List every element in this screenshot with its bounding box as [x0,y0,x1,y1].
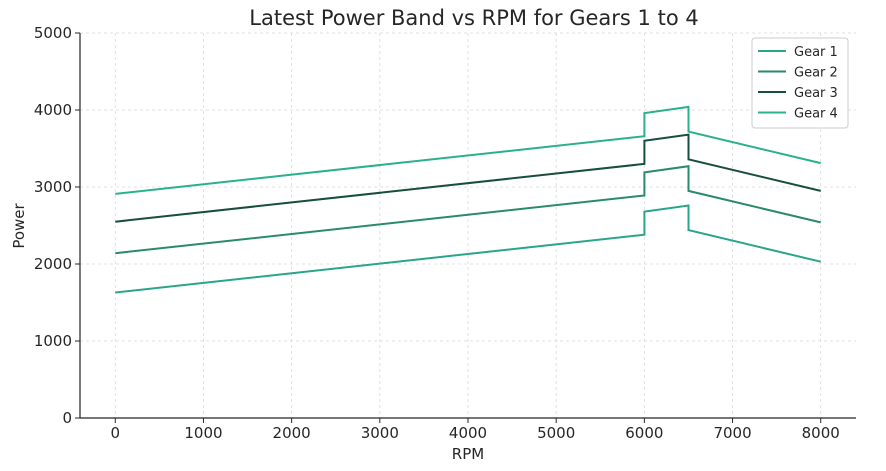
y-tick-label: 3000 [34,178,72,196]
x-axis-title: RPM [452,445,484,463]
x-tick-label: 4000 [449,424,487,442]
y-axis-ticks: 0 1000 2000 3000 4000 5000 [34,24,80,427]
x-tick-label: 8000 [802,424,840,442]
x-axis-ticks: 0 1000 2000 3000 4000 5000 6000 7000 8000 [110,418,840,442]
y-tick-label: 0 [62,409,72,427]
y-tick-label: 5000 [34,24,72,42]
x-tick-label: 6000 [625,424,663,442]
legend-label-gear-4: Gear 4 [794,107,838,122]
legend-label-gear-2: Gear 2 [794,66,838,81]
x-tick-label: 0 [110,424,120,442]
x-tick-label: 3000 [361,424,399,442]
legend: Gear 1 Gear 2 Gear 3 Gear 4 [751,37,849,129]
y-axis-title: Power [10,202,28,248]
series-line-gear-2 [115,165,821,255]
series-line-gear-1 [115,204,821,294]
y-tick-label: 1000 [34,332,72,350]
y-tick-label: 4000 [34,101,72,119]
chart-title: Latest Power Band vs RPM for Gears 1 to … [249,6,698,30]
grid-lines [80,32,856,419]
x-tick-label: 2000 [273,424,311,442]
legend-label-gear-1: Gear 1 [794,45,838,60]
legend-box [751,37,849,129]
x-tick-label: 1000 [184,424,222,442]
x-tick-label: 7000 [713,424,751,442]
series-line-gear-3 [115,133,821,223]
legend-label-gear-3: Gear 3 [794,86,838,101]
y-tick-label: 2000 [34,255,72,273]
series-lines [115,105,821,294]
series-line-gear-4 [115,105,821,195]
x-tick-label: 5000 [537,424,575,442]
